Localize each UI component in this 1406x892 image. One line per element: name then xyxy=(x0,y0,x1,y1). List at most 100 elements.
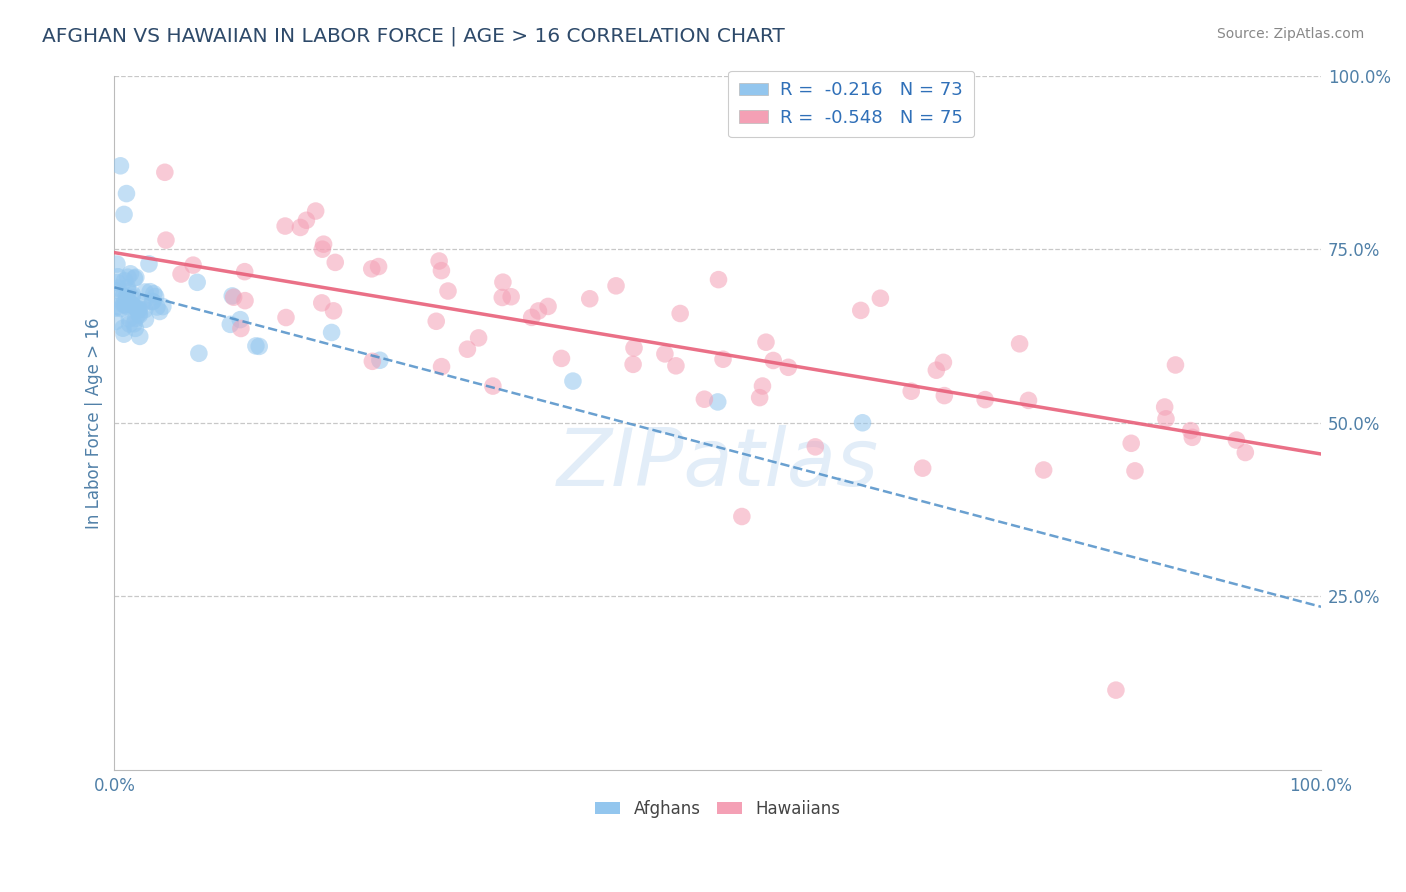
Text: Source: ZipAtlas.com: Source: ZipAtlas.com xyxy=(1216,27,1364,41)
Point xyxy=(706,395,728,409)
Point xyxy=(139,285,162,299)
Point xyxy=(121,298,143,312)
Point xyxy=(153,165,176,179)
Point xyxy=(323,255,346,269)
Point xyxy=(711,352,734,367)
Y-axis label: In Labor Force | Age > 16: In Labor Force | Age > 16 xyxy=(86,317,103,528)
Point xyxy=(128,301,150,316)
Point xyxy=(501,290,523,304)
Point xyxy=(707,272,730,286)
Point xyxy=(430,359,453,374)
Point xyxy=(322,303,344,318)
Point xyxy=(321,326,343,340)
Point xyxy=(361,354,384,368)
Point xyxy=(1180,424,1202,438)
Point xyxy=(186,275,208,289)
Point xyxy=(118,311,141,326)
Point xyxy=(245,339,267,353)
Point xyxy=(762,353,785,368)
Point xyxy=(127,302,149,317)
Point xyxy=(122,299,145,313)
Point xyxy=(120,298,142,312)
Point xyxy=(233,265,256,279)
Point xyxy=(219,318,242,332)
Point xyxy=(367,260,389,274)
Point xyxy=(112,327,135,342)
Point xyxy=(117,281,139,295)
Point xyxy=(121,287,143,301)
Point xyxy=(107,276,129,290)
Point xyxy=(145,289,167,303)
Point xyxy=(115,292,138,306)
Point xyxy=(125,311,148,326)
Point xyxy=(117,285,139,299)
Point xyxy=(665,359,688,373)
Point xyxy=(115,186,138,201)
Point xyxy=(851,416,873,430)
Point xyxy=(578,292,600,306)
Point xyxy=(605,278,627,293)
Point xyxy=(900,384,922,399)
Point xyxy=(229,321,252,335)
Point xyxy=(107,269,129,284)
Point xyxy=(134,285,156,299)
Point xyxy=(274,219,297,233)
Legend: Afghans, Hawaiians: Afghans, Hawaiians xyxy=(588,793,846,824)
Point xyxy=(118,317,141,331)
Point xyxy=(731,509,754,524)
Point xyxy=(430,263,453,277)
Point xyxy=(122,317,145,331)
Point xyxy=(128,308,150,322)
Point xyxy=(751,379,773,393)
Point xyxy=(141,294,163,309)
Point xyxy=(124,321,146,335)
Point xyxy=(125,270,148,285)
Point xyxy=(311,242,333,256)
Point xyxy=(911,461,934,475)
Point xyxy=(104,314,127,328)
Text: AFGHAN VS HAWAIIAN IN LABOR FORCE | AGE > 16 CORRELATION CHART: AFGHAN VS HAWAIIAN IN LABOR FORCE | AGE … xyxy=(42,27,785,46)
Point xyxy=(311,296,333,310)
Point xyxy=(1234,445,1257,459)
Point xyxy=(360,261,382,276)
Point xyxy=(467,331,489,345)
Point xyxy=(492,275,515,289)
Point xyxy=(134,312,156,326)
Point xyxy=(305,204,328,219)
Point xyxy=(187,346,209,360)
Point xyxy=(561,374,583,388)
Point xyxy=(127,301,149,316)
Point xyxy=(114,274,136,288)
Point xyxy=(654,347,676,361)
Point xyxy=(520,310,543,325)
Point xyxy=(111,321,134,335)
Point xyxy=(142,286,165,301)
Point xyxy=(869,291,891,305)
Point xyxy=(274,310,297,325)
Point xyxy=(623,341,645,355)
Point xyxy=(778,360,800,375)
Point xyxy=(974,392,997,407)
Point xyxy=(221,289,243,303)
Point xyxy=(849,303,872,318)
Point xyxy=(932,355,955,369)
Point xyxy=(290,220,312,235)
Point xyxy=(295,213,318,227)
Point xyxy=(138,257,160,271)
Point xyxy=(1225,433,1247,447)
Point xyxy=(368,353,391,368)
Point xyxy=(115,290,138,304)
Point xyxy=(437,284,460,298)
Point xyxy=(112,289,135,303)
Point xyxy=(527,304,550,318)
Point xyxy=(124,271,146,285)
Point xyxy=(181,258,204,272)
Point xyxy=(456,342,478,356)
Point xyxy=(621,357,644,371)
Point xyxy=(247,339,270,353)
Point xyxy=(550,351,572,366)
Point xyxy=(149,304,172,318)
Point xyxy=(121,291,143,305)
Point xyxy=(1032,463,1054,477)
Point xyxy=(128,302,150,317)
